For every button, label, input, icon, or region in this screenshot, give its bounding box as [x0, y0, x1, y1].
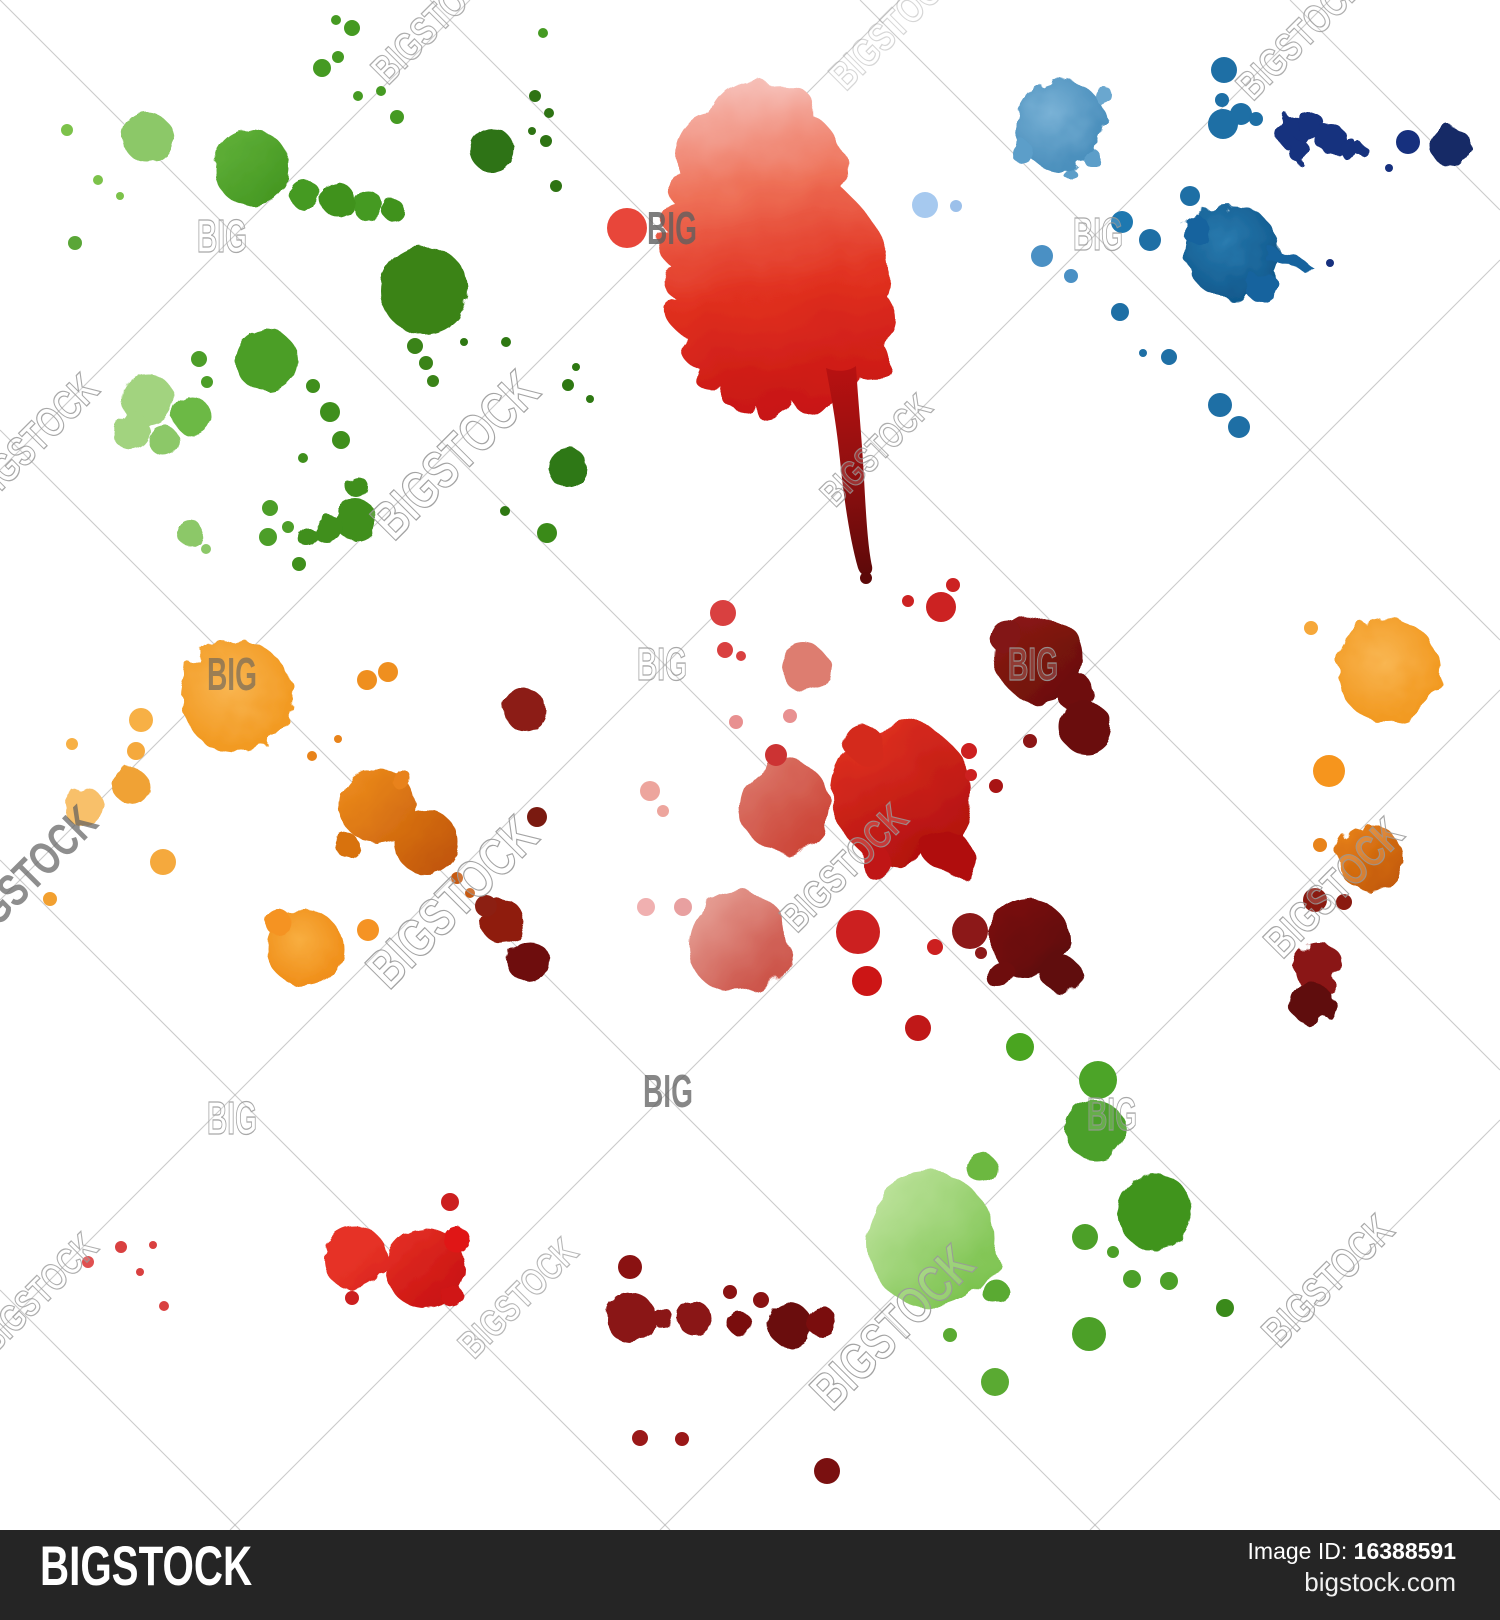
watermark-text: BIGSTOCK	[812, 386, 940, 514]
watermark-text: BIG	[637, 638, 687, 690]
watermark-text: BIGSTOCK	[0, 365, 108, 515]
watermark-footer-bar: BIGSTOCK Image ID: 16388591 bigstock.com	[0, 1530, 1500, 1620]
watermark-text: BIGSTOCK	[451, 1230, 587, 1366]
watermark-text: BIG	[1087, 1088, 1137, 1140]
watermark-text: BIGSTOCK	[363, 0, 507, 92]
watermark-text: BIG	[207, 1092, 257, 1144]
website-text: bigstock.com	[1304, 1566, 1456, 1597]
maroon-drops-bottom-center	[606, 1255, 840, 1484]
watermark-text: BIGSTOCK	[0, 1225, 107, 1361]
green-splatter-top-left	[61, 15, 594, 571]
watermark-text: BIG	[647, 202, 697, 254]
splatter-artwork: BIGSTOCK BIGSTOCK BIGSTOCK BIGSTOCK BIGS…	[0, 0, 1500, 1530]
footer-info: Image ID: 16388591 bigstock.com	[1248, 1538, 1456, 1599]
watermark-diagonal-lines	[0, 0, 1500, 1530]
watermark-text: BIG	[1008, 638, 1058, 690]
orange-splats-right-edge	[1290, 618, 1440, 1024]
image-id-label: Image ID:	[1247, 1538, 1348, 1564]
image-id-line: Image ID: 16388591	[1248, 1538, 1456, 1566]
watermark-text: BIGSTOCK	[0, 795, 107, 959]
watermark-text: BIG	[643, 1065, 693, 1117]
red-splatter-middle-right	[637, 578, 1113, 1041]
watermark-text: BIG	[207, 648, 257, 700]
bigstock-logo: BIGSTOCK	[40, 1534, 253, 1597]
red-splats-bottom-left	[82, 1193, 470, 1311]
watermark-text: BIG	[1073, 208, 1123, 260]
red-splash-with-drip	[607, 79, 898, 584]
watermark-text: BIGSTOCK	[1255, 809, 1414, 968]
orange-splatter-middle-left	[43, 641, 549, 986]
blue-splatter-top-right	[912, 57, 1471, 438]
watermark-text: BIGSTOCK	[1253, 1206, 1403, 1356]
image-id-value: 16388591	[1353, 1538, 1456, 1564]
watermark-text: BIG	[197, 210, 247, 262]
watermark-text: BIGSTOCK	[1228, 0, 1372, 108]
green-splats-bottom-right	[864, 1033, 1234, 1396]
